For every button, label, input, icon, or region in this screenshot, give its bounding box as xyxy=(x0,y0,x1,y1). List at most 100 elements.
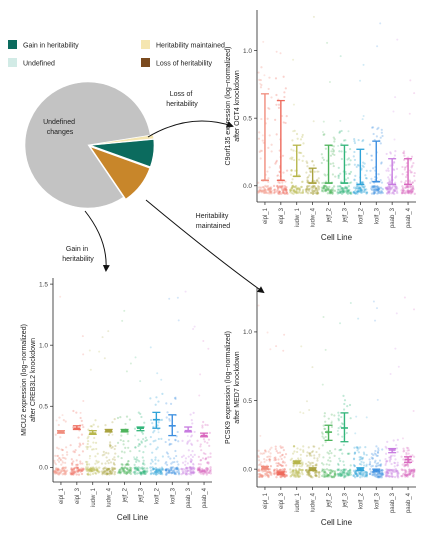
data-point xyxy=(202,473,205,476)
data-point xyxy=(266,473,269,477)
data-point xyxy=(283,461,286,464)
outlier-point xyxy=(125,370,128,373)
data-point xyxy=(342,460,345,463)
data-point xyxy=(360,167,363,170)
data-point xyxy=(364,176,368,180)
data-point xyxy=(296,472,300,475)
arrow-label-loss: Loss of heritability xyxy=(166,91,198,108)
data-point xyxy=(372,185,375,189)
data-point xyxy=(263,449,267,452)
data-point xyxy=(371,126,375,129)
data-point xyxy=(199,445,202,448)
outlier-point xyxy=(339,55,342,58)
data-point xyxy=(356,190,360,193)
data-point xyxy=(173,470,176,474)
data-point xyxy=(313,180,316,183)
data-point xyxy=(411,187,415,190)
data-point xyxy=(119,470,123,474)
data-point xyxy=(376,188,379,192)
data-point xyxy=(70,462,73,465)
data-point xyxy=(259,190,262,193)
outlier-point xyxy=(98,350,101,353)
data-point xyxy=(209,466,212,469)
data-point xyxy=(297,191,300,195)
data-point xyxy=(205,457,208,460)
data-point xyxy=(142,470,145,473)
data-point xyxy=(278,190,281,193)
data-point xyxy=(166,411,169,414)
data-point xyxy=(205,469,209,473)
data-point xyxy=(192,467,196,471)
data-point xyxy=(396,476,400,479)
data-point xyxy=(387,190,390,194)
data-point xyxy=(346,189,349,192)
data-point xyxy=(337,473,340,477)
data-point xyxy=(353,179,356,182)
data-point xyxy=(154,403,157,406)
data-point xyxy=(208,469,212,472)
data-point xyxy=(165,467,169,471)
data-point xyxy=(396,450,399,454)
data-point xyxy=(290,169,293,172)
data-point xyxy=(120,456,123,460)
data-point xyxy=(342,190,346,193)
data-point xyxy=(343,190,346,193)
data-point xyxy=(260,475,264,478)
data-point xyxy=(393,188,396,191)
data-point xyxy=(291,469,295,472)
data-point xyxy=(80,469,84,472)
data-point xyxy=(94,472,98,475)
data-point xyxy=(206,468,209,472)
x-tick-label: iudw_4 xyxy=(311,492,317,512)
data-point xyxy=(103,466,107,469)
data-point xyxy=(273,469,276,473)
data-point xyxy=(155,468,158,472)
data-point xyxy=(274,445,277,448)
data-point xyxy=(260,66,263,69)
data-point xyxy=(379,186,383,189)
data-point xyxy=(259,188,262,192)
data-point xyxy=(296,471,299,474)
data-point xyxy=(352,191,355,194)
data-point xyxy=(295,187,298,190)
data-point xyxy=(409,470,413,473)
data-point xyxy=(264,474,267,477)
data-point xyxy=(285,191,289,194)
outlier-point xyxy=(311,366,314,369)
data-point xyxy=(93,468,96,471)
data-point xyxy=(302,450,305,453)
data-point xyxy=(370,154,373,157)
data-point xyxy=(128,469,131,472)
data-point xyxy=(292,464,295,467)
data-point xyxy=(301,191,304,195)
data-point xyxy=(92,441,95,444)
data-point xyxy=(338,130,342,133)
data-point xyxy=(409,159,412,162)
data-point xyxy=(54,454,57,457)
data-point xyxy=(349,471,352,474)
data-point xyxy=(329,162,332,165)
data-point xyxy=(257,459,261,462)
data-point xyxy=(368,472,372,476)
data-point xyxy=(401,468,404,472)
data-point xyxy=(66,453,69,456)
x-axis-title: Cell Line xyxy=(321,233,353,242)
data-point xyxy=(169,402,173,406)
data-point xyxy=(280,185,283,188)
data-point xyxy=(342,139,346,142)
data-point xyxy=(279,475,283,479)
data-point xyxy=(337,414,340,417)
data-point xyxy=(405,474,409,477)
outlier-point xyxy=(322,316,325,319)
outlier-point xyxy=(262,40,265,43)
data-point xyxy=(322,187,326,190)
data-point xyxy=(323,475,327,478)
data-point xyxy=(315,463,318,466)
data-point xyxy=(404,464,407,467)
data-point xyxy=(362,190,365,194)
data-point xyxy=(312,184,315,188)
data-point xyxy=(296,473,300,477)
data-point xyxy=(202,469,206,473)
data-point xyxy=(285,169,289,172)
data-point xyxy=(373,474,377,478)
